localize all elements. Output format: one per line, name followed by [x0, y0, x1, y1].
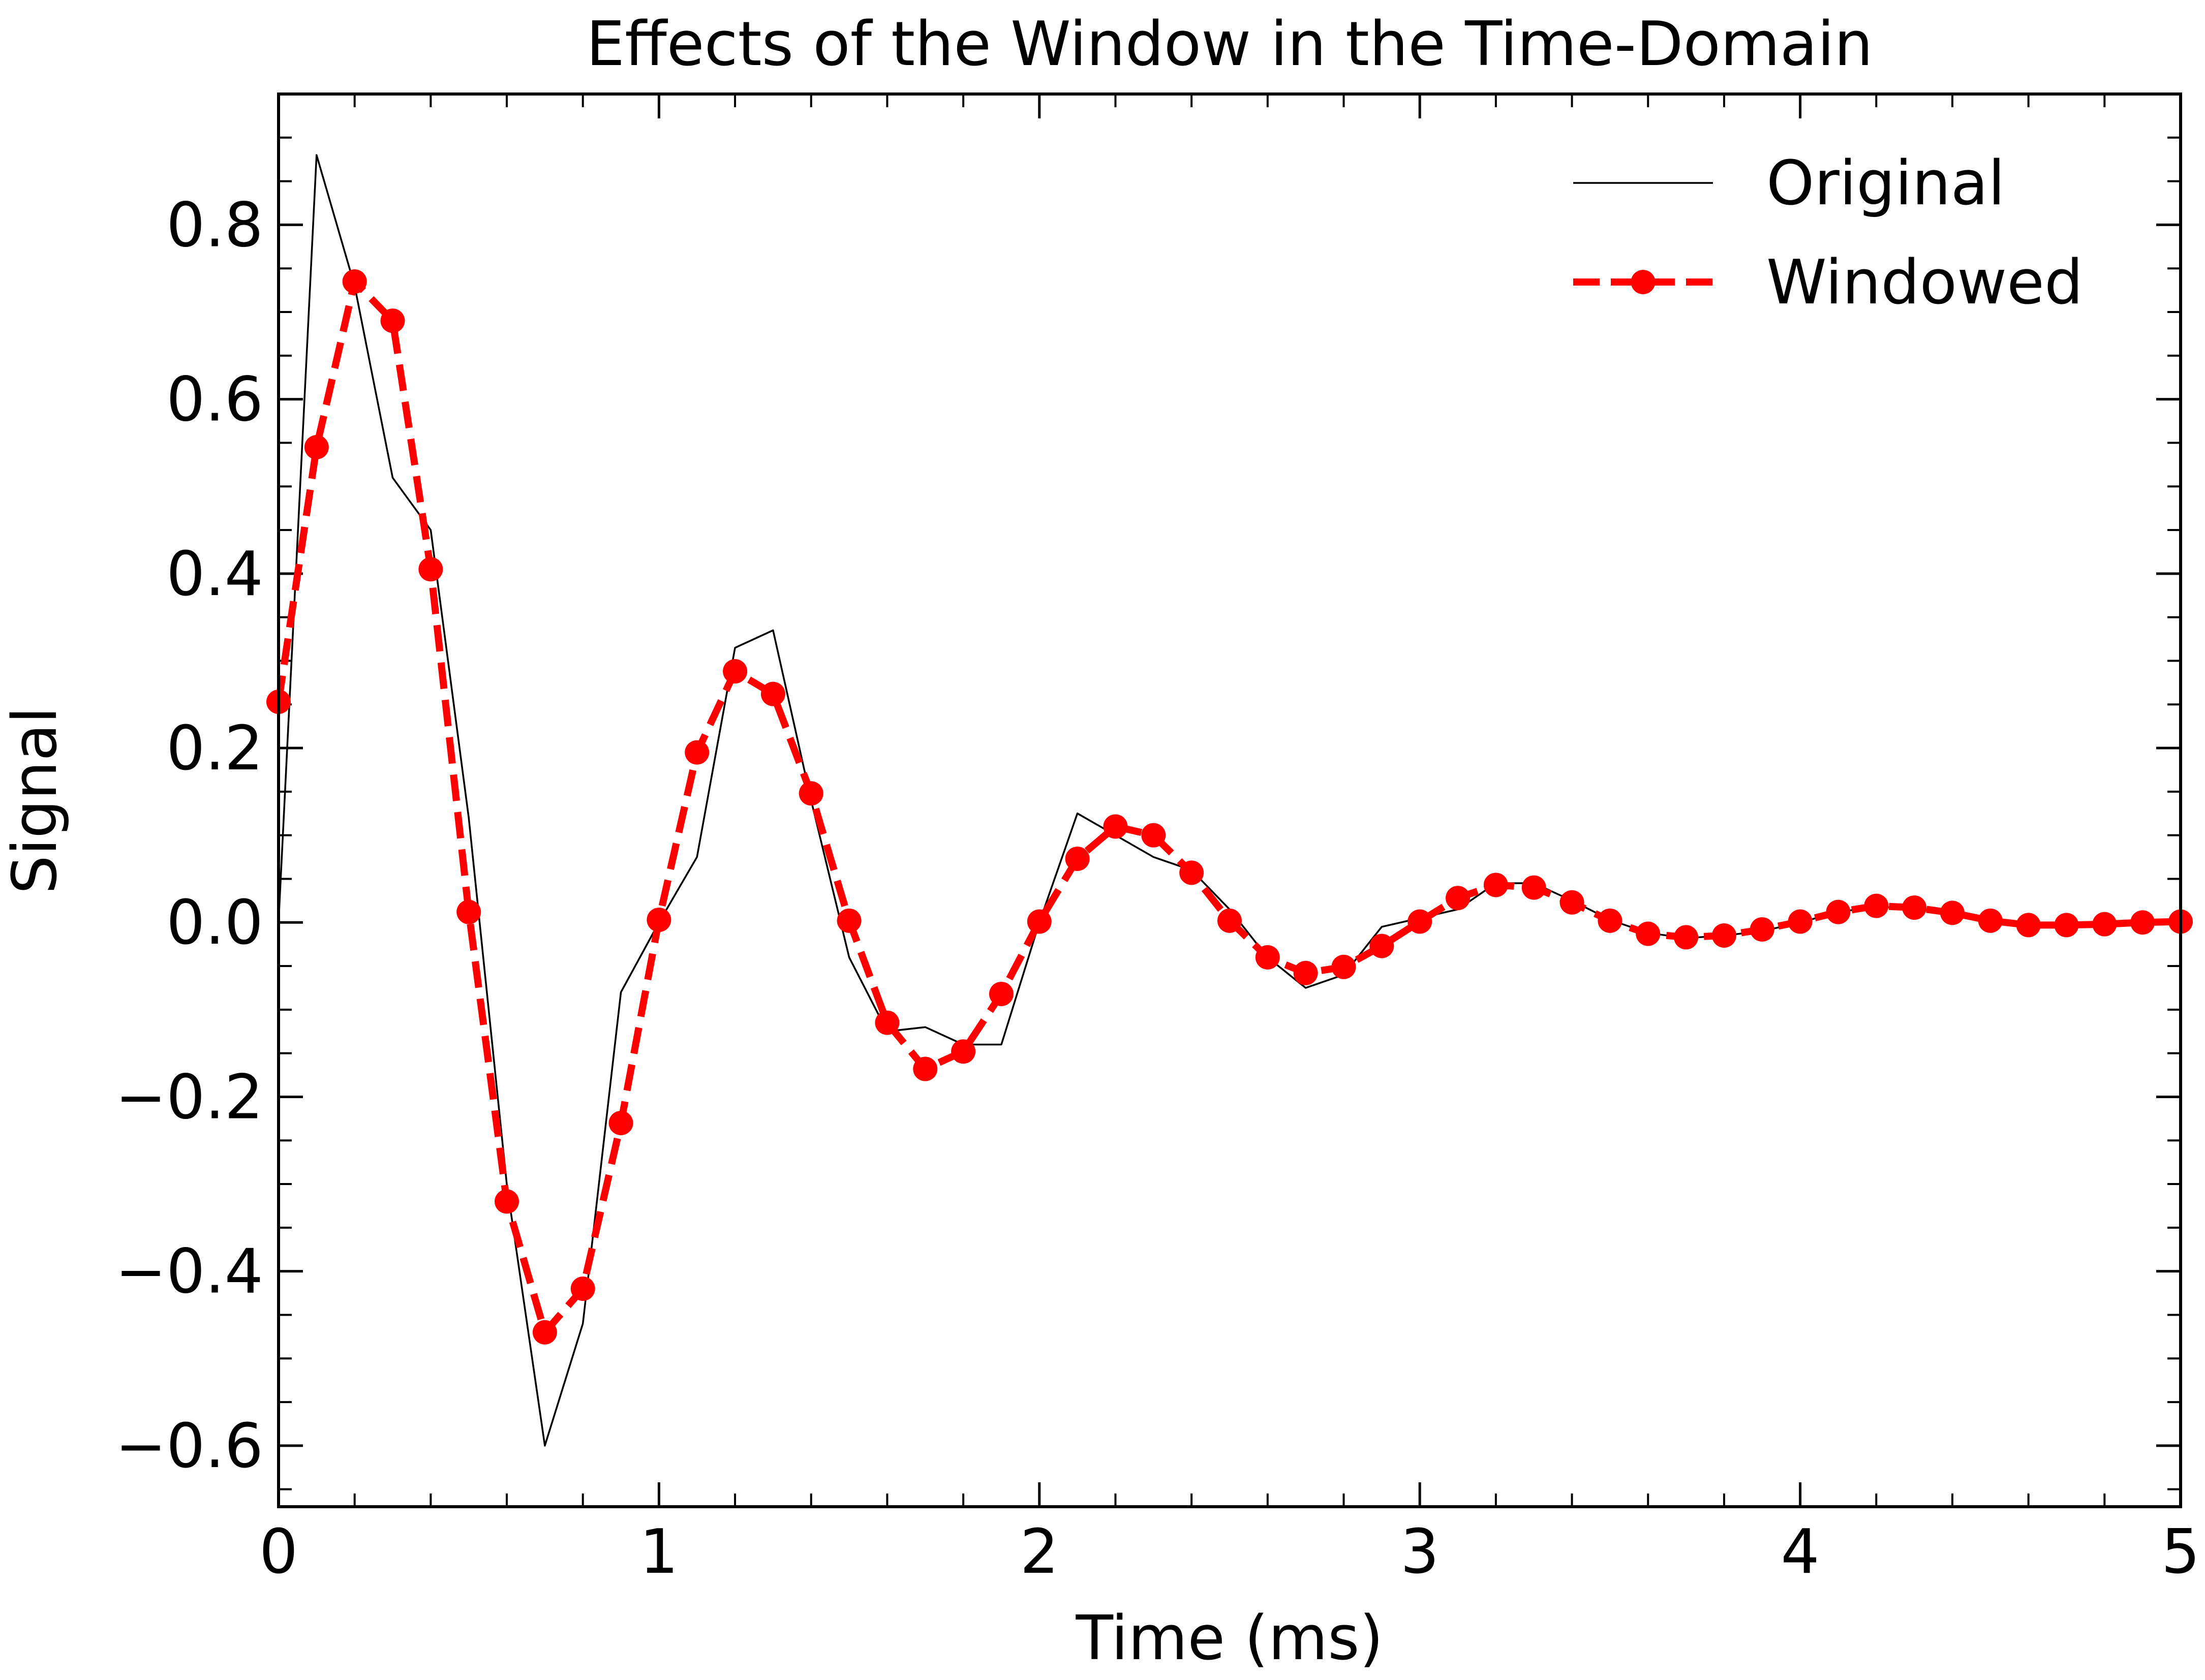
data-point-windowed: [532, 1320, 557, 1345]
data-point-windowed: [1369, 934, 1394, 958]
data-point-windowed: [2016, 913, 2041, 938]
legend-label-original: Original: [1766, 148, 2005, 219]
data-point-windowed: [1826, 899, 1851, 924]
axis-ticks: 0 1 2 3 4 5 −0.6 −0.4 −0.2 0.0 0.2 0.4 0.6 0.8: [115, 94, 2200, 1588]
data-point-windowed: [723, 659, 748, 684]
x-tick-label: 5: [2161, 1517, 2200, 1588]
data-point-windowed: [495, 1189, 519, 1214]
data-point-windowed: [647, 908, 671, 932]
data-point-windowed: [570, 1276, 595, 1301]
data-point-windowed: [1483, 873, 1508, 897]
y-tick-label: 0.2: [166, 713, 263, 784]
data-point-windowed: [799, 781, 823, 806]
data-point-windowed: [1902, 895, 1927, 920]
y-tick-label: 0.4: [166, 539, 263, 610]
data-point-windowed: [685, 740, 710, 765]
x-tick-label: 4: [1781, 1517, 1819, 1588]
data-point-windowed: [1940, 900, 1965, 925]
data-point-windowed: [1065, 846, 1090, 871]
data-point-windowed: [1331, 954, 1356, 979]
x-axis-label: Time (ms): [1076, 1603, 1384, 1674]
x-tick-label: 2: [1020, 1517, 1059, 1588]
data-point-windowed: [1521, 875, 1546, 900]
data-point-windowed: [1027, 909, 1052, 934]
data-point-windowed: [1598, 908, 1622, 933]
data-point-windowed: [456, 899, 481, 924]
data-point-windowed: [1788, 909, 1813, 934]
data-point-windowed: [1141, 823, 1166, 848]
data-point-windowed: [1559, 890, 1584, 915]
series-layer: [266, 154, 2193, 1447]
data-point-windowed: [1407, 909, 1432, 934]
data-point-windowed: [2092, 912, 2117, 937]
chart-title: Effects of the Window in the Time-Domain: [586, 9, 1873, 80]
data-point-windowed: [1293, 960, 1318, 985]
y-axis-label: Signal: [0, 707, 71, 894]
y-tick-label: −0.6: [115, 1411, 263, 1482]
x-tick-label: 0: [259, 1517, 298, 1588]
y-tick-label: −0.2: [115, 1062, 263, 1133]
data-point-windowed: [951, 1039, 976, 1064]
data-point-windowed: [418, 557, 443, 582]
data-point-windowed: [1978, 908, 2003, 933]
data-point-windowed: [380, 308, 405, 333]
data-point-windowed: [1179, 860, 1204, 885]
data-point-windowed: [304, 435, 329, 459]
data-point-windowed: [2054, 913, 2079, 938]
y-tick-label: 0.8: [166, 190, 263, 261]
plot-frame: [277, 92, 2182, 1508]
y-tick-label: 0.0: [166, 888, 263, 958]
data-point-windowed: [875, 1010, 900, 1035]
data-point-windowed: [1103, 814, 1128, 839]
y-tick-label: 0.6: [166, 365, 263, 435]
data-point-windowed: [760, 681, 785, 706]
y-tick-label: −0.4: [115, 1237, 263, 1308]
data-point-windowed: [1217, 908, 1242, 933]
data-point-windowed: [913, 1056, 938, 1081]
data-point-windowed: [1636, 921, 1661, 946]
x-tick-label: 3: [1400, 1517, 1439, 1588]
legend-label-windowed: Windowed: [1766, 247, 2083, 318]
data-point-windowed: [989, 981, 1014, 1006]
data-point-windowed: [1446, 886, 1471, 911]
legend: Original Windowed: [1573, 148, 2083, 318]
data-point-windowed: [1750, 917, 1774, 942]
data-point-windowed: [1864, 893, 1889, 918]
data-point-windowed: [1255, 945, 1280, 970]
legend-marker-windowed: [1631, 270, 1656, 294]
data-point-windowed: [1711, 923, 1736, 948]
data-point-windowed: [837, 908, 862, 933]
data-point-windowed: [1674, 925, 1699, 950]
x-tick-label: 1: [639, 1517, 678, 1588]
data-point-windowed: [2130, 910, 2155, 935]
data-point-windowed: [342, 269, 367, 294]
data-point-windowed: [608, 1110, 633, 1135]
